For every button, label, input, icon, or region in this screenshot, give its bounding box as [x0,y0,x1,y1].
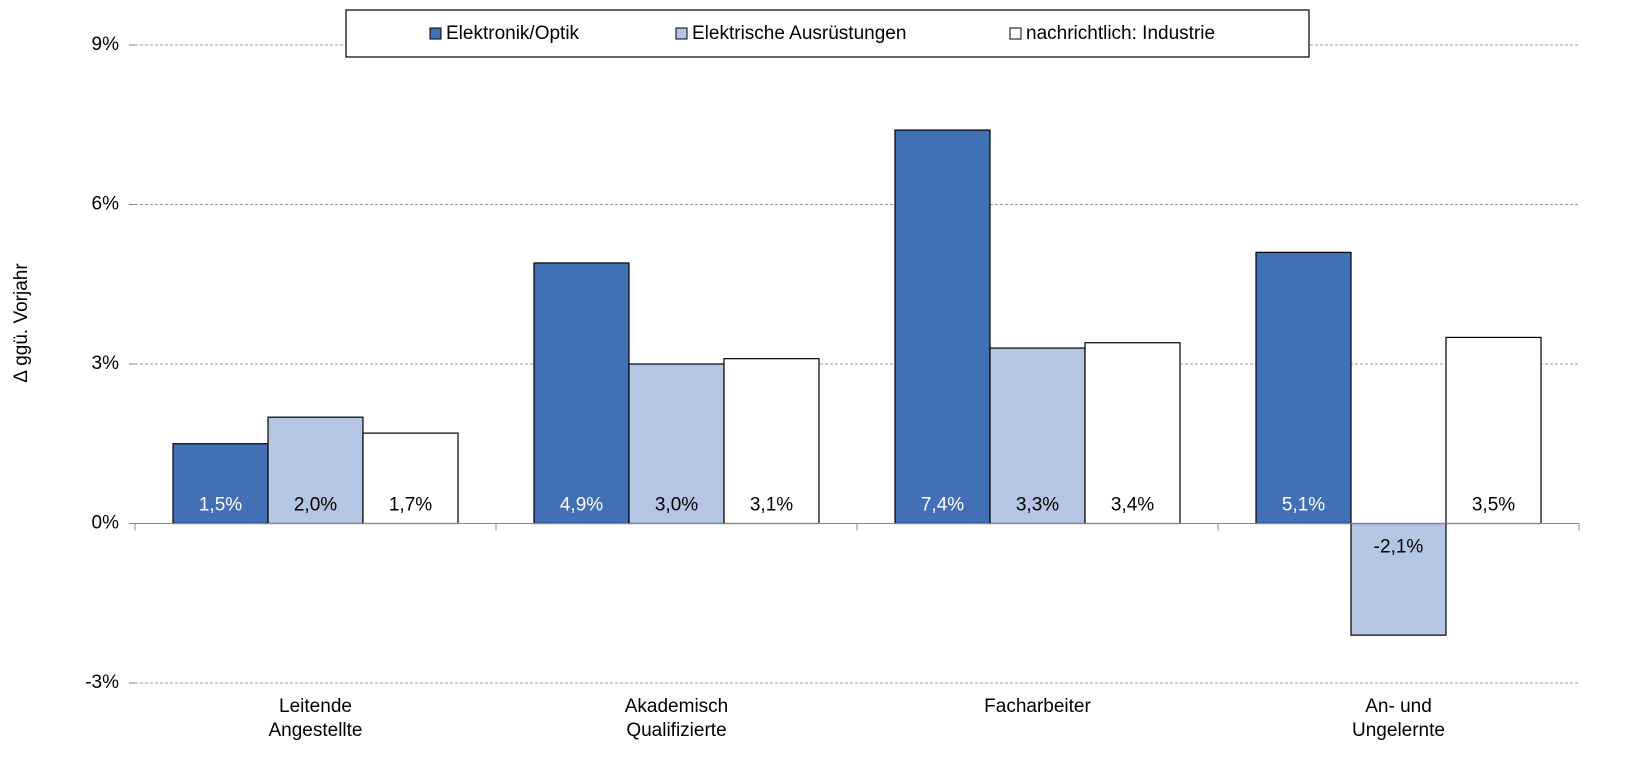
bar [989,347,1086,525]
y-tick-label: -3% [85,672,119,693]
bar [723,358,820,525]
y-tick-label: 0% [92,513,120,534]
x-tick-label: Facharbeiter [984,696,1091,717]
value-label: 3,4% [1111,495,1154,516]
x-tick-label: Leitende Angestellte [268,696,362,741]
value-label: 3,3% [1016,495,1059,516]
value-label: 7,4% [921,495,964,516]
legend: Elektronik/Optik Elektrische Ausrüstungen… [345,9,1310,58]
bar [1350,522,1447,636]
value-label: 4,9% [560,495,603,516]
value-label: -2,1% [1374,537,1424,558]
legend-label: Elektronik/Optik [446,23,580,44]
value-label: 1,5% [199,495,242,516]
legend-swatch [675,27,688,40]
legend-swatch [429,27,442,40]
bar [533,262,630,525]
bar [628,363,725,525]
value-label: 5,1% [1282,495,1325,516]
value-label: 3,1% [750,495,793,516]
bar [267,416,364,525]
y-tick-label: 6% [92,194,120,215]
x-tick-label: Akademisch Qualifizierte [625,696,729,741]
value-label: 3,0% [655,495,698,516]
y-tick-label: 3% [92,353,120,374]
value-label: 1,7% [389,495,432,516]
bar [1255,251,1352,525]
legend-box [345,9,1310,58]
bar [894,129,991,525]
bar [1445,336,1542,525]
legend-swatch [1009,27,1022,40]
legend-label: nachrichtlich: Industrie [1026,23,1215,44]
value-label: 3,5% [1472,495,1515,516]
value-label: 2,0% [294,495,337,516]
y-axis-label: Δ ggü. Vorjahr [11,263,32,383]
bar [362,432,459,525]
legend-label: Elektrische Ausrüstungen [692,23,906,44]
y-tick-label: 9% [92,34,120,55]
x-tick-label: An- und Ungelernte [1352,696,1445,741]
